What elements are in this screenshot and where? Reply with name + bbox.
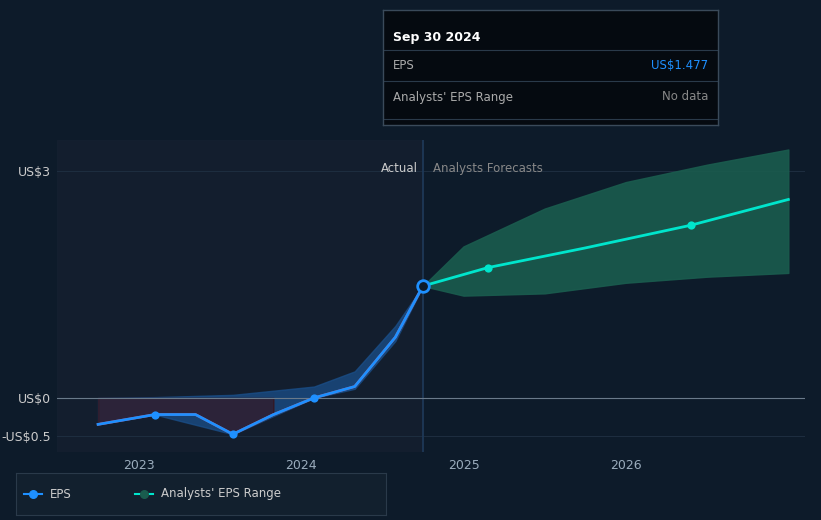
Point: [227, 430, 240, 438]
Point: [26, 490, 39, 498]
Text: US$1.477: US$1.477: [651, 59, 708, 72]
Text: Actual: Actual: [381, 162, 418, 175]
Text: Analysts' EPS Range: Analysts' EPS Range: [393, 90, 513, 103]
Point: [308, 394, 321, 402]
Text: Analysts Forecasts: Analysts Forecasts: [433, 162, 543, 175]
Point: [685, 221, 698, 229]
Text: EPS: EPS: [49, 488, 71, 500]
Point: [149, 410, 162, 419]
Text: Sep 30 2024: Sep 30 2024: [393, 31, 480, 44]
Text: Analysts' EPS Range: Analysts' EPS Range: [161, 488, 281, 500]
Bar: [57, 140, 423, 452]
Point: [137, 490, 150, 498]
Text: EPS: EPS: [393, 59, 415, 72]
Point: [416, 282, 429, 290]
Text: No data: No data: [662, 90, 708, 103]
Point: [481, 264, 494, 272]
